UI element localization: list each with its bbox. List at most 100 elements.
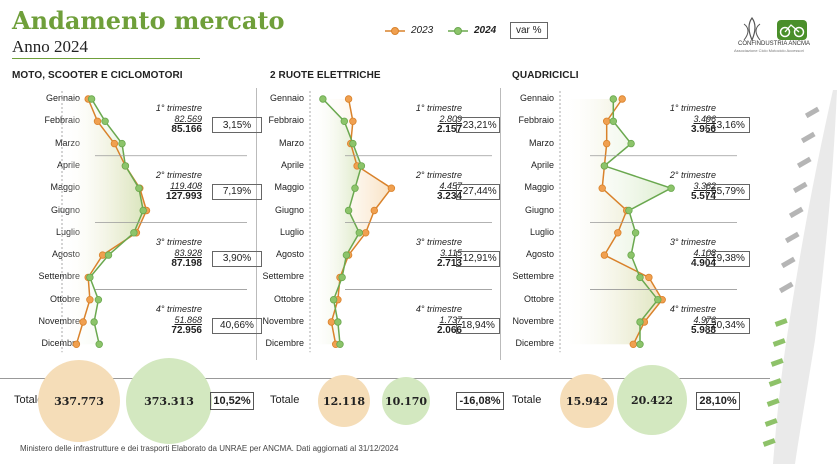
panel-title-quadricicli: QUADRICICLI [512,70,579,81]
month-label-quadricicli: Gennaio [519,93,554,103]
series-line-2024 [602,99,673,345]
data-point-2024 [344,206,353,215]
logo-graphic [743,16,807,42]
data-point-2024 [654,296,662,304]
totale-label-quadricicli: Totale [512,394,542,406]
data-point-2023 [387,184,396,192]
data-point-2024 [609,117,617,125]
data-point-2023 [603,117,611,125]
month-label-elettriche: Marzo [278,137,304,148]
quarter-value-2023: 3.362 [693,180,716,191]
quarter-value-2024: 3.956 [690,124,716,135]
legend-2023: 2023 [385,25,433,36]
data-point-2024 [95,340,103,348]
quarter-value-2024: 2.157 [436,124,462,135]
data-point-2024 [636,340,644,348]
data-point-2024 [351,184,359,192]
quarter-label: 4° trimestre [669,303,716,314]
data-point-2023 [629,340,637,348]
quarter-value-2024: 3.234 [436,190,462,202]
total-var-quadricicli: 28,10% [696,392,740,410]
quarter-var-box: 18,94% [456,317,500,334]
data-point-2024 [340,117,348,125]
quarter-value-2023: 51.868 [174,314,202,325]
page-subtitle: Anno 2024 [12,37,89,56]
quarter-label: 1° trimestre [155,103,202,113]
data-point-2023 [603,139,611,148]
data-point-2024 [355,229,363,237]
month-label-moto: Settembre [38,271,80,282]
quarter-var-box: 3,90% [212,250,262,267]
total-2023-quadricicli: 15.942 [560,374,614,428]
data-point-2024 [625,206,633,215]
month-label-quadricicli: Agosto [525,249,554,260]
quarter-var-box: 20,34% [706,317,750,334]
logo-text: CONFINDUSTRIA ANCMA [738,41,811,47]
quarter-value-2023: 4.976 [693,314,716,325]
quarter-value-2024: 2.066 [436,324,462,336]
data-point-2024 [104,251,113,259]
quarter-value-2024: 5.574 [690,190,716,202]
legend-2024-label: 2024 [474,25,497,36]
data-point-2024 [609,95,617,103]
data-point-2024 [329,296,338,304]
data-point-2024 [121,162,130,170]
data-point-2024 [87,95,96,103]
quarter-label: 3° trimestre [669,236,716,247]
data-point-2024 [627,139,635,148]
month-label-elettriche: Giugno [274,204,304,215]
quarter-value-2024: 87.198 [171,257,202,269]
ancma-logo: CONFINDUSTRIA ANCMA Associazione Ciclo M… [722,14,822,54]
quarter-value-2024: 127.993 [165,190,202,202]
data-point-2024 [135,184,143,192]
quarter-label: 1° trimestre [669,103,716,113]
page-title: Andamento mercato [12,6,285,35]
legend-2024-swatch [448,26,468,35]
totale-label-elettriche: Totale [270,394,300,406]
quarter-value-2023: 3.115 [440,247,462,258]
month-label-quadricicli: Novembre [512,316,554,326]
totale-label-moto: Totale [14,394,44,406]
quarter-value-2024: 4.904 [690,257,716,269]
quarter-value-2024: 2.713 [436,257,462,269]
quarter-var-box: 40,66% [212,317,262,334]
data-point-2024 [667,184,675,192]
total-2024-elettriche: 10.170 [382,377,430,425]
legend-2024: 2024 [448,25,496,36]
quarter-label: 4° trimestre [415,303,462,314]
total-2023-moto: 337.773 [38,360,120,442]
data-point-2023 [110,139,119,148]
panel-title-elettriche: 2 RUOTE ELETTRICHE [270,70,381,81]
month-label-quadricicli: Giugno [524,204,554,215]
total-var-moto: 10,52% [210,392,254,410]
series-area-24 [560,99,672,345]
month-label-quadricicli: Luglio [529,226,554,237]
quarter-value-2024: 72.956 [171,324,202,336]
data-point-2023 [72,340,81,348]
quarter-label: 4° trimestre [155,303,202,314]
data-point-2023 [79,318,87,326]
quarter-value-2023: 4.108 [693,247,716,258]
data-point-2024 [357,162,366,170]
data-point-2024 [139,206,147,215]
legend-2023-label: 2023 [411,25,434,36]
data-point-2023 [86,296,94,304]
series-line-2023 [75,98,148,345]
total-2024-moto: 373.313 [126,358,212,444]
series-line-2023 [601,98,664,345]
quarter-var-box: -23,21% [456,117,500,133]
data-point-2023 [618,95,626,103]
quarter-label: 2° trimestre [415,169,462,180]
data-point-2024 [319,95,327,103]
data-point-2024 [86,273,94,282]
month-label-elettriche: Agosto [275,249,304,260]
month-label-elettriche: Novembre [262,316,304,326]
data-point-2023 [344,95,353,103]
quarter-label: 2° trimestre [155,169,202,180]
month-label-elettriche: Aprile [280,159,304,170]
data-point-2024 [118,139,126,148]
title-underline [12,58,200,59]
